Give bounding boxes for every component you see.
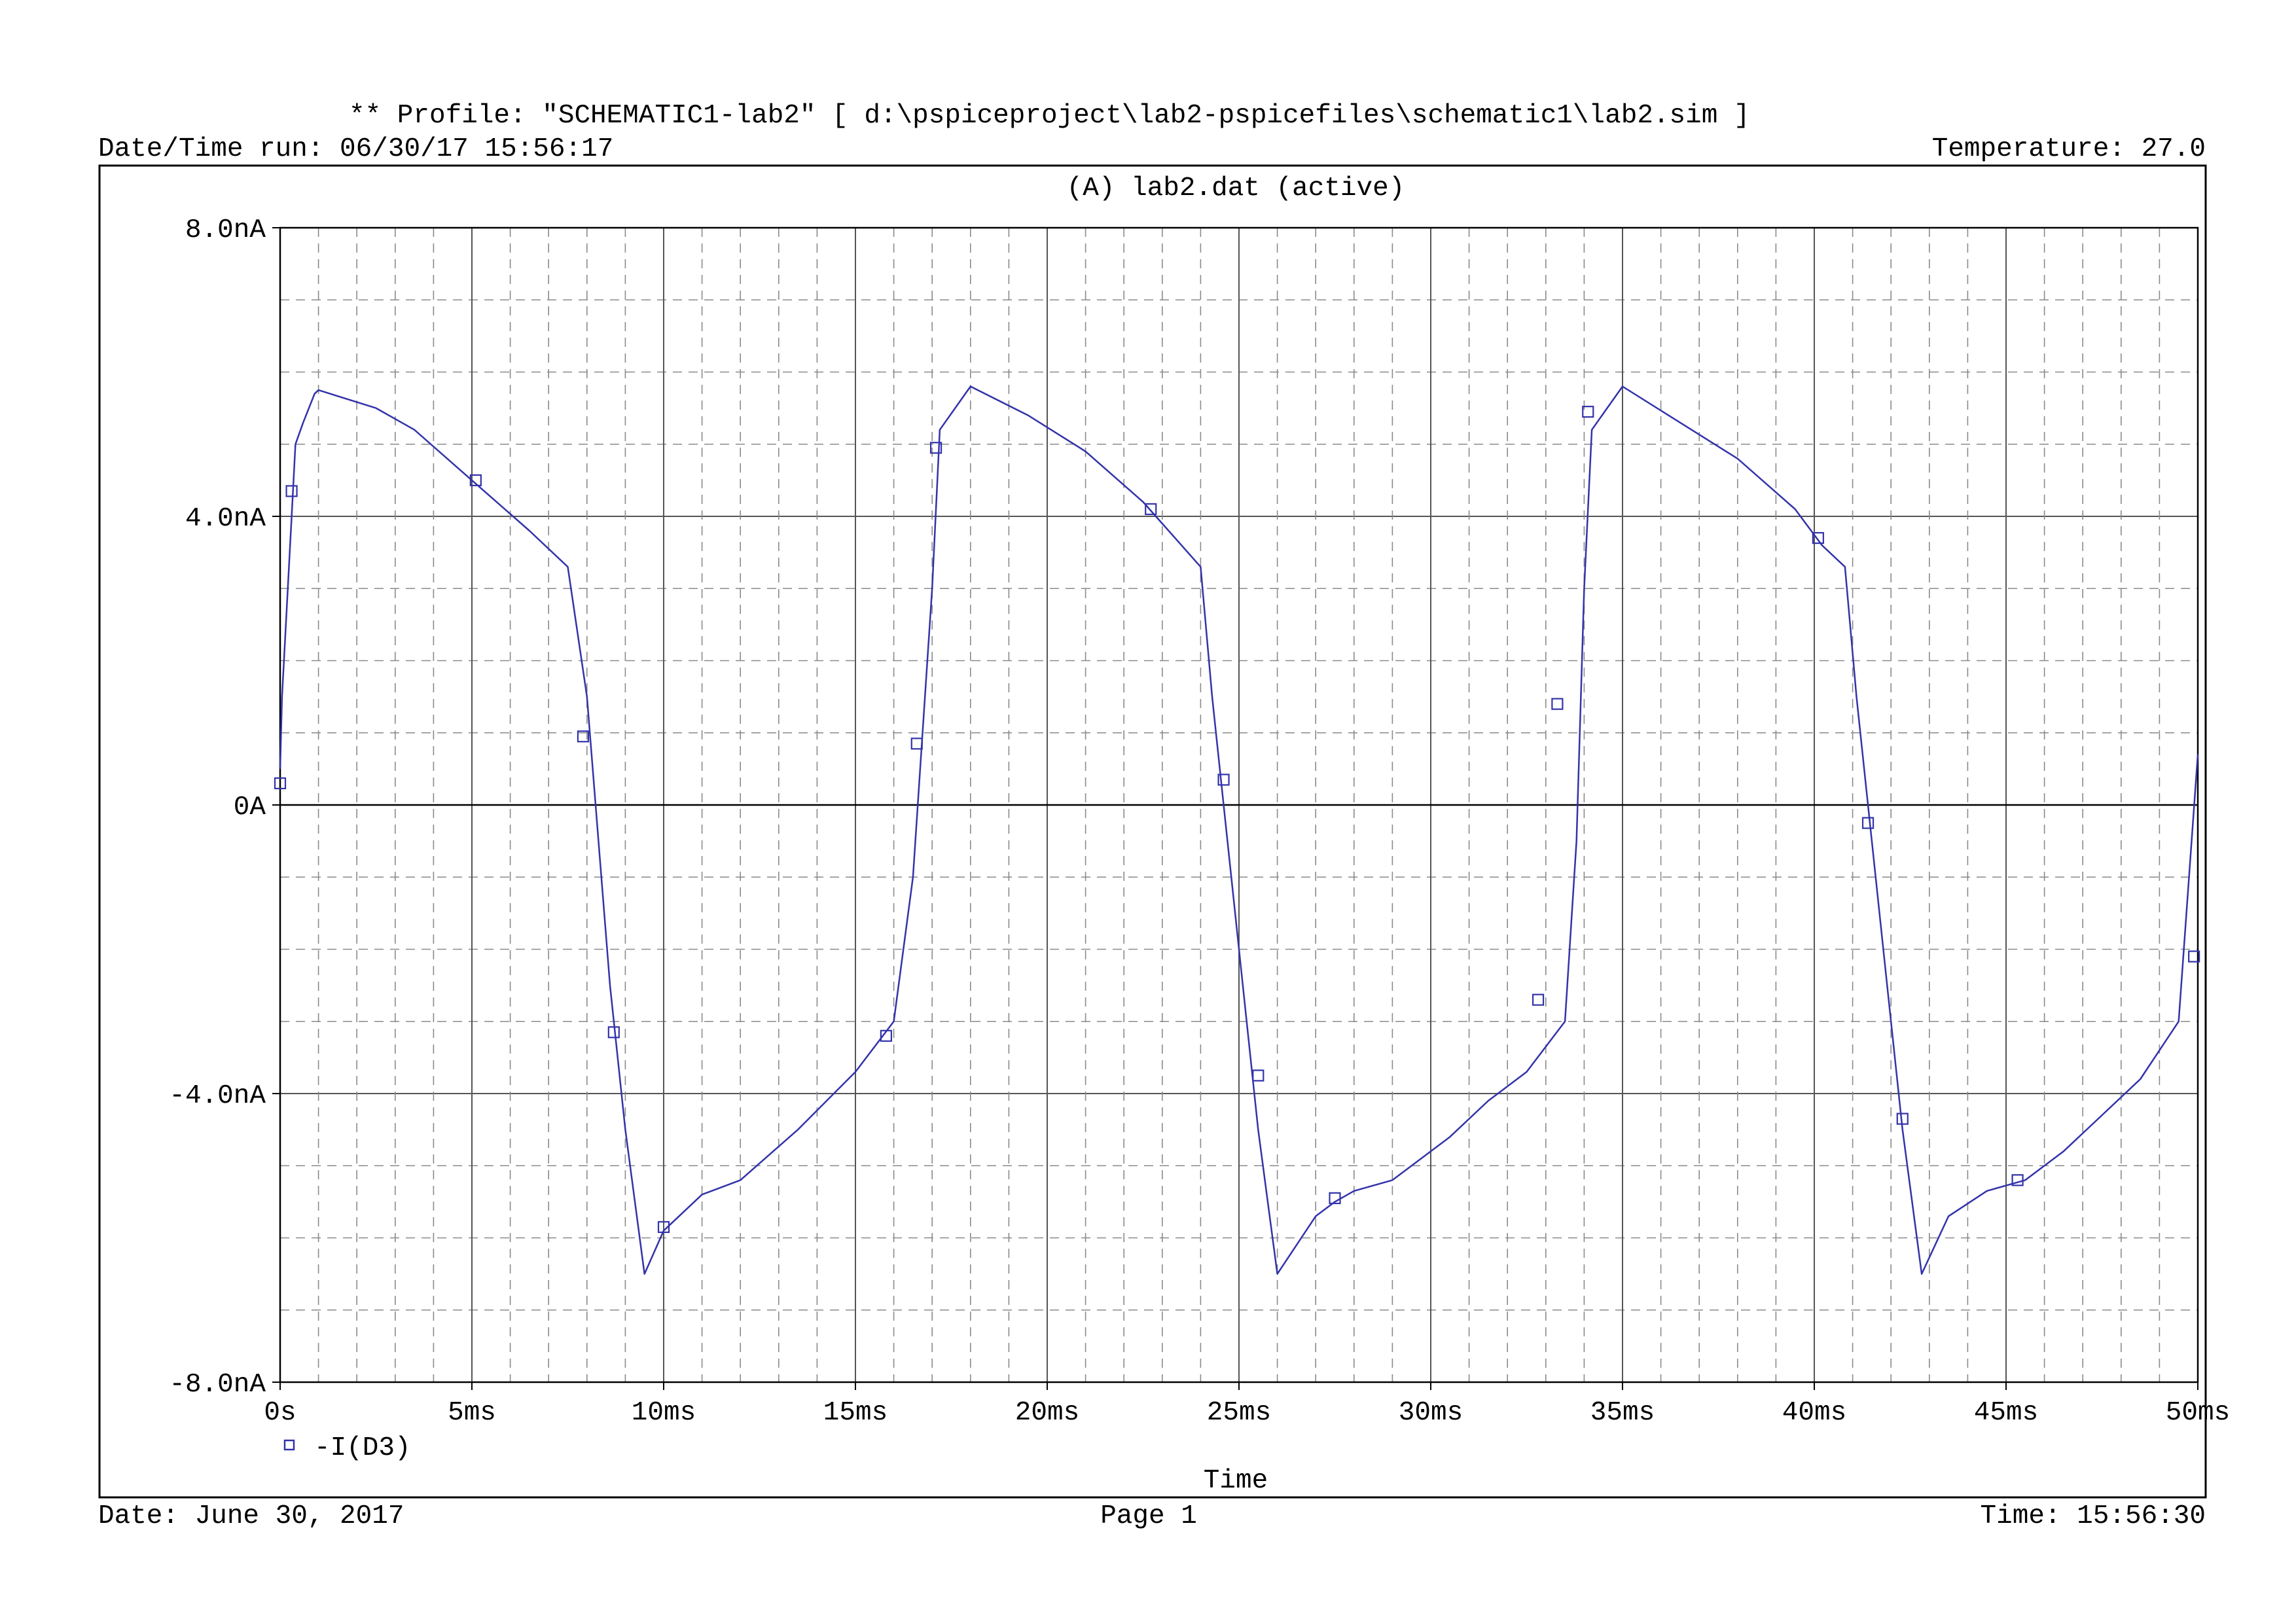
series-marker-square (1217, 774, 1230, 786)
y-tick-label: -4.0nA (169, 1081, 266, 1111)
series-marker-square (880, 1029, 892, 1042)
x-tick-label: 0s (264, 1398, 296, 1428)
legend: -I(D3) (283, 1433, 411, 1463)
series-marker-square (1582, 406, 1594, 418)
x-tick-label: 35ms (1590, 1398, 1655, 1428)
footer-date: Date: June 30, 2017 (98, 1501, 404, 1531)
y-tick-label: -8.0nA (169, 1370, 266, 1400)
x-tick-label: 15ms (823, 1398, 888, 1428)
series-marker-square (2188, 950, 2200, 963)
series-marker-square (577, 730, 590, 743)
x-tick-label: 20ms (1015, 1398, 1079, 1428)
series-trace (279, 385, 2199, 1275)
series-marker-square (1145, 503, 1157, 516)
x-axis-title: Time (1204, 1466, 1268, 1496)
series-marker-square (1896, 1113, 1909, 1125)
footer-page: Page 1 (1100, 1501, 1197, 1531)
series-marker-square (929, 442, 942, 454)
chart-title: (A) lab2.dat (active) (1067, 173, 1405, 204)
series-markers (274, 406, 2200, 1234)
series-marker-square (607, 1026, 620, 1039)
x-tick-label: 45ms (1974, 1398, 2038, 1428)
y-tick-label: 0A (234, 793, 266, 823)
plot-frame (98, 164, 2207, 1499)
temperature-label: Temperature: 27.0 (1932, 134, 2206, 164)
profile-line: ** Profile: "SCHEMATIC1-lab2" [ d:\pspic… (349, 101, 1750, 131)
page-header: ** Profile: "SCHEMATIC1-lab2" [ d:\pspic… (98, 101, 2206, 164)
y-tick-label: 4.0nA (185, 504, 266, 534)
x-tick-label: 5ms (448, 1398, 496, 1428)
y-tick-labels: 8.0nA 4.0nA 0A -4.0nA -8.0nA (169, 215, 280, 1400)
series-marker-square (1532, 993, 1545, 1006)
legend-series-label: -I(D3) (314, 1433, 411, 1463)
run-datetime: Date/Time run: 06/30/17 15:56:17 (98, 134, 613, 164)
series-line-i-d3 (279, 385, 2199, 1275)
series-marker-square (1252, 1069, 1265, 1082)
series-marker-square (469, 474, 482, 486)
series-marker-square (274, 777, 287, 790)
x-tick-label: 25ms (1207, 1398, 1271, 1428)
footer-time: Time: 15:56:30 (1981, 1501, 2206, 1531)
series-marker-square (910, 738, 923, 750)
x-tick-labels: 0s 5ms 10ms 15ms 20ms 25ms 30ms 35ms 40ms 45ms 50m… (264, 1382, 2230, 1428)
series-marker-square (1551, 698, 1564, 710)
x-tick-label: 10ms (632, 1398, 696, 1428)
page-footer: Date: June 30, 2017 Page 1 Time: 15:56:3… (98, 1501, 2206, 1531)
series-marker-square (1861, 817, 1874, 829)
series-marker-square (1329, 1192, 1341, 1204)
series-marker-square (2011, 1174, 2024, 1186)
legend-marker-icon (283, 1439, 295, 1451)
series-marker-square (1812, 531, 1824, 544)
x-tick-label: 30ms (1399, 1398, 1463, 1428)
x-tick-label: 50ms (2166, 1398, 2230, 1428)
y-tick-label: 8.0nA (185, 215, 266, 245)
x-tick-label: 40ms (1782, 1398, 1846, 1428)
series-marker-square (657, 1221, 670, 1234)
series-marker-square (285, 485, 298, 497)
